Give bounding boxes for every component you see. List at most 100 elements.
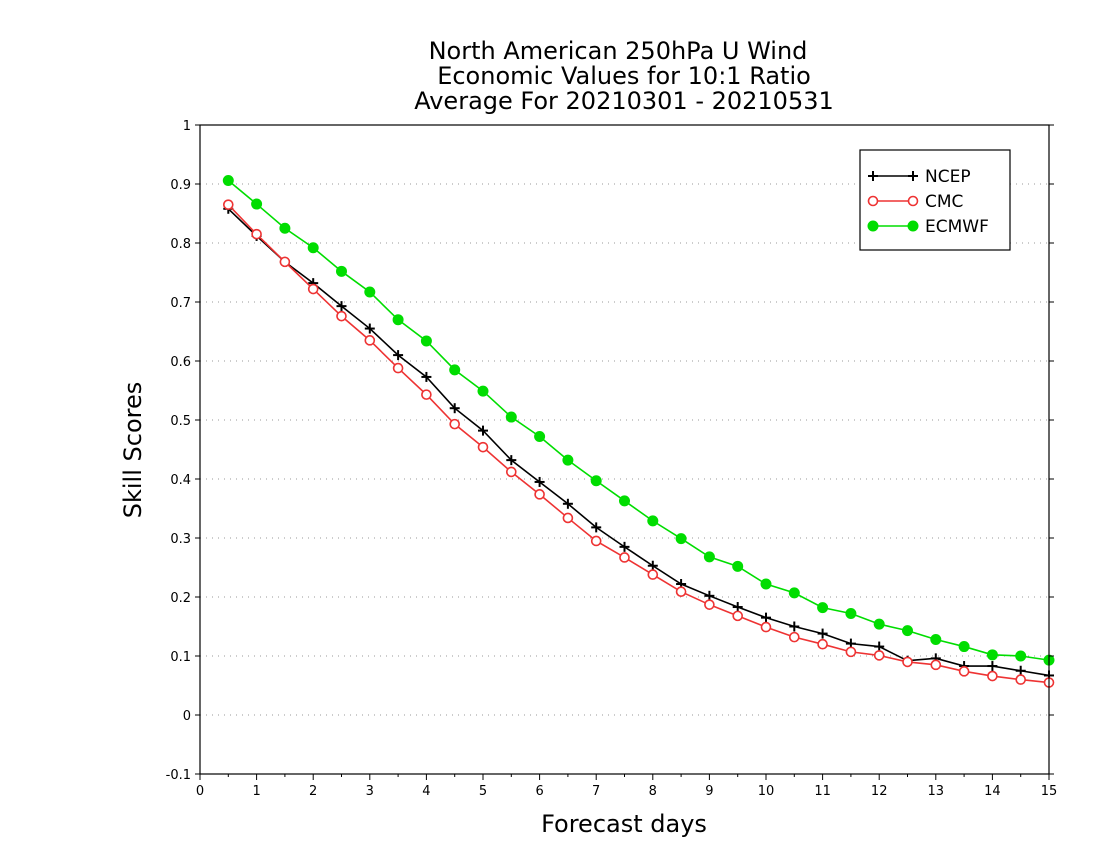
data-point-ncep: [534, 476, 545, 487]
y-tick-label: 0.3: [170, 532, 191, 547]
data-point-ecmwf: [590, 475, 602, 487]
x-tick-label: 4: [422, 784, 430, 799]
data-point-cmc: [336, 310, 347, 322]
y-tick-label: 0.1: [170, 650, 191, 665]
data-point-ncep: [449, 403, 460, 414]
data-point-ecmwf: [1015, 650, 1027, 662]
y-tick-label: 0.6: [170, 355, 191, 370]
x-tick-label: 9: [705, 784, 713, 799]
legend-label-ecmwf: ECMWF: [925, 217, 989, 237]
chart-title-line-3: Average For 20210301 - 20210531: [414, 87, 834, 115]
y-axis-label: Skill Scores: [119, 382, 147, 519]
data-point-ncep: [393, 350, 404, 361]
x-tick-label: 1: [252, 784, 260, 799]
data-point-cmc: [477, 441, 489, 453]
data-point-cmc: [505, 466, 517, 478]
series-ecmwf: [222, 174, 1055, 666]
data-point-ncep: [761, 612, 771, 623]
legend-item-cmc: CMC: [867, 192, 963, 212]
data-point-cmc: [958, 666, 970, 677]
data-point-ncep: [732, 602, 743, 613]
data-point-ncep: [591, 522, 602, 533]
data-point-cmc: [788, 631, 800, 643]
data-point-cmc: [307, 283, 319, 295]
data-point-ecmwf: [505, 411, 517, 423]
data-point-ncep: [562, 498, 573, 509]
legend-marker-ecmwf: [907, 220, 919, 232]
data-point-cmc: [562, 512, 574, 524]
x-tick-label: 12: [871, 784, 888, 799]
data-point-ecmwf: [477, 385, 489, 397]
data-point-ecmwf: [675, 533, 687, 545]
data-point-ncep: [789, 621, 800, 632]
data-point-cmc: [647, 569, 659, 580]
data-point-ecmwf: [392, 314, 404, 326]
data-point-cmc: [364, 335, 376, 346]
x-tick-label: 6: [535, 784, 543, 799]
data-point-ncep: [987, 661, 998, 672]
chart-title: North American 250hPa U Wind Economic Va…: [414, 37, 834, 115]
x-tick-label: 15: [1041, 784, 1058, 799]
data-point-cmc: [760, 621, 772, 633]
data-point-ecmwf: [647, 515, 659, 527]
legend-marker-ecmwf: [867, 220, 879, 232]
legend-marker-ncep: [868, 171, 878, 181]
data-point-ncep: [874, 641, 885, 652]
data-point-ecmwf: [845, 608, 857, 620]
data-point-cmc: [421, 389, 432, 400]
x-tick-label: 0: [196, 784, 204, 799]
y-tick-label: 0.2: [170, 591, 191, 606]
legend-marker-cmc: [867, 195, 879, 207]
x-tick-label: 3: [366, 784, 374, 799]
series-layer: [222, 174, 1055, 688]
data-point-ncep: [704, 590, 715, 601]
data-point-ncep: [619, 541, 630, 552]
data-point-cmc: [534, 489, 545, 500]
chart-title-line-2: Economic Values for 10:1 Ratio: [437, 62, 811, 90]
data-point-cmc: [279, 256, 291, 268]
y-tick-label: 0.9: [170, 178, 191, 193]
data-point-cmc: [704, 599, 715, 610]
x-tick-label: 14: [984, 784, 1001, 799]
y-tick-label: 0.4: [170, 473, 191, 488]
data-point-cmc: [590, 535, 602, 547]
x-tick-label: 8: [649, 784, 657, 799]
data-point-ecmwf: [958, 641, 970, 653]
chart-title-line-1: North American 250hPa U Wind: [429, 37, 808, 65]
data-point-cmc: [392, 362, 404, 374]
y-tick-label: -0.1: [166, 768, 191, 783]
data-point-ecmwf: [986, 649, 998, 661]
y-tick-label: 1: [183, 119, 191, 134]
data-point-cmc: [817, 638, 828, 650]
data-point-ncep: [421, 371, 432, 382]
data-point-ecmwf: [619, 495, 630, 507]
x-tick-label: 2: [309, 784, 317, 799]
data-point-ecmwf: [420, 335, 432, 347]
series-cmc: [223, 199, 1055, 688]
y-tick-label: 0.8: [170, 237, 191, 252]
data-point-ecmwf: [364, 286, 376, 298]
data-point-cmc: [449, 418, 461, 430]
data-point-cmc: [873, 650, 885, 661]
legend: NCEP CMC ECMWF: [859, 149, 1011, 251]
data-point-ecmwf: [703, 551, 715, 563]
x-tick-label: 7: [592, 784, 600, 799]
x-tick-label: 13: [928, 784, 945, 799]
x-tick-label: 11: [814, 784, 831, 799]
y-tick-label: 0.5: [170, 414, 191, 429]
axes: -0.100.10.20.30.40.50.60.70.80.910 1 2 3 4 5 6…: [166, 119, 1058, 799]
legend-item-ncep: NCEP: [868, 167, 971, 187]
x-tick-label: 5: [479, 784, 487, 799]
data-point-ecmwf: [732, 560, 744, 572]
legend-item-ecmwf: ECMWF: [867, 217, 989, 237]
data-point-ncep: [364, 323, 375, 334]
data-point-cmc: [675, 586, 687, 597]
data-point-ecmwf: [222, 174, 234, 186]
data-point-ecmwf: [562, 454, 574, 466]
data-point-ecmwf: [760, 578, 772, 590]
data-point-cmc: [223, 199, 234, 210]
data-point-ecmwf: [788, 587, 800, 599]
data-point-cmc: [987, 670, 998, 682]
data-point-ecmwf: [307, 242, 319, 254]
